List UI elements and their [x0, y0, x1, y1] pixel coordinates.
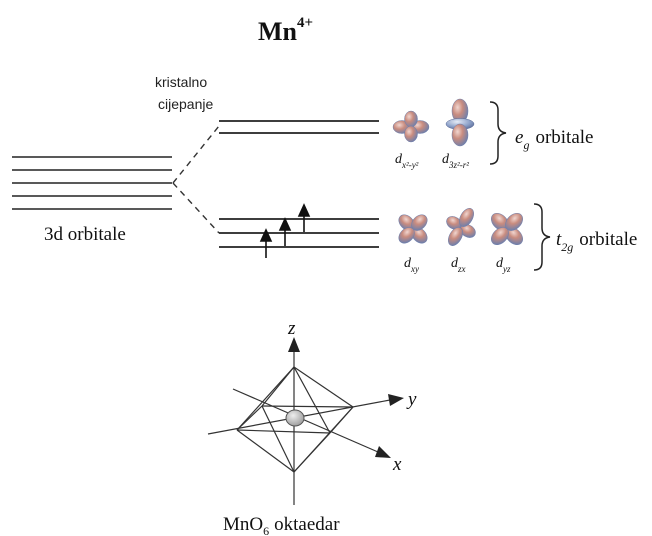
eg-brace	[489, 101, 507, 165]
t2g-brace	[533, 203, 551, 271]
orbital-dzx-icon	[446, 208, 476, 246]
orbital-label-dxy: dxy	[404, 256, 419, 274]
orbital-label-dz2: d3z²-r²	[442, 152, 469, 170]
x-axis-label: x	[392, 454, 402, 475]
x-axis-arrowhead	[375, 446, 391, 458]
electron-arrows	[259, 203, 311, 258]
degenerate-3d-levels	[12, 156, 172, 210]
orbital-dx2y2-icon	[392, 110, 430, 143]
y-axis-label: y	[406, 389, 417, 410]
orbital-dz2-icon	[445, 98, 475, 147]
z-axis-label: z	[287, 318, 296, 339]
ion-title: Mn4+	[258, 15, 313, 46]
spin-up-arrow-icon	[297, 203, 311, 232]
crystal-split-label-line1: kristalno	[155, 74, 207, 90]
orbital-label-dx2y2: dx²-y²	[395, 152, 419, 170]
orbital-label-dzx: dzx	[451, 256, 466, 274]
left-group-label: 3d orbitale	[44, 224, 126, 245]
octahedron-edges	[236, 366, 354, 473]
t2g-group-label: t2g orbitale	[556, 229, 637, 254]
eg-group-label: eg orbitale	[515, 127, 593, 152]
manganese-atom	[285, 409, 305, 427]
orbital-dxy-icon	[398, 214, 428, 244]
spin-up-arrow-icon	[278, 217, 292, 246]
z-axis-arrowhead	[288, 337, 300, 352]
y-axis-arrowhead	[388, 394, 404, 406]
x-axis	[232, 388, 379, 453]
octahedron-caption: MnO6 oktaedar	[223, 514, 340, 536]
orbital-label-dyz: dyz	[496, 256, 511, 274]
t2g-levels	[219, 218, 379, 248]
eg-levels	[219, 120, 379, 134]
spin-up-arrow-icon	[259, 228, 273, 258]
crystal-split-label-line2: cijepanje	[158, 96, 213, 112]
connector-to-eg	[172, 125, 220, 184]
orbital-dyz-icon	[491, 213, 523, 245]
connector-to-t2g	[172, 182, 220, 234]
splitting-connectors	[172, 125, 220, 234]
mno6-octahedron	[207, 337, 404, 505]
